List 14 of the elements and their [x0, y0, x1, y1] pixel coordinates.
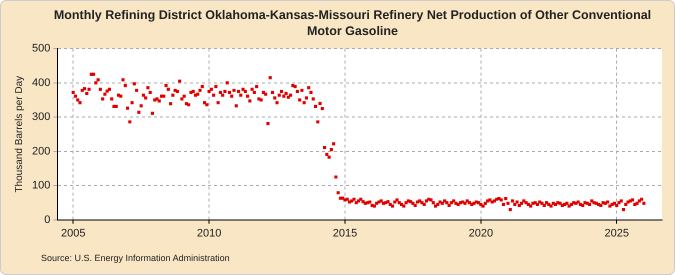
y-axis-title: Thousand Barrels per Day — [14, 76, 25, 193]
y-tick-label: 300 — [32, 111, 50, 124]
y-tick-label: 0 — [44, 214, 50, 226]
source-note: Source: U.S. Energy Information Administration — [41, 253, 230, 263]
x-tick-label: 2025 — [604, 227, 629, 240]
x-tick-label: 2015 — [332, 227, 358, 240]
chart-title: Monthly Refining District Oklahoma-Kansas-Missouri Refinery Net Production of Other Conventional Motor Gasoline — [52, 7, 652, 39]
y-tick-label: 500 — [32, 42, 50, 55]
y-tick-label: 400 — [32, 76, 50, 89]
x-tick-label: 2005 — [60, 227, 86, 240]
x-tick-label: 2020 — [468, 227, 494, 240]
y-tick-label: 200 — [32, 145, 50, 158]
x-tick-label: 2010 — [196, 227, 222, 240]
y-tick-label: 100 — [32, 180, 50, 192]
